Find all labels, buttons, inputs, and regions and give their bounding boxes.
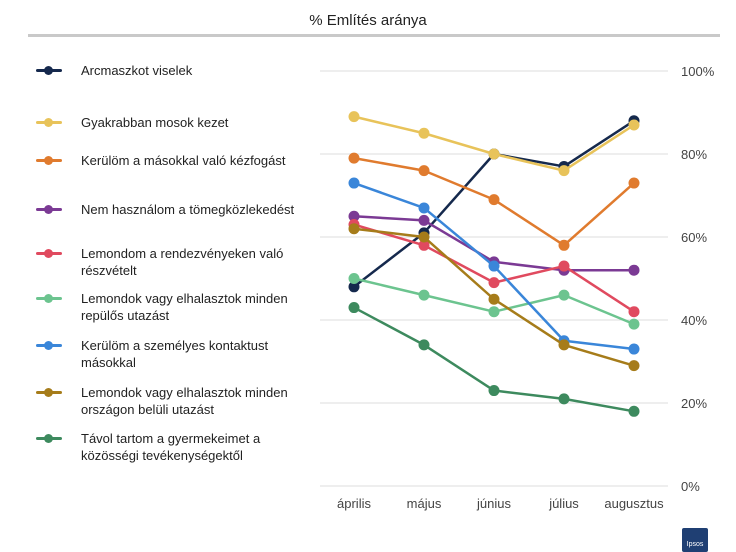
y-tick-label: 0% — [681, 479, 700, 494]
series-6 — [348, 273, 640, 330]
x-tick-label: május — [407, 496, 442, 511]
series-3 — [348, 152, 640, 251]
legend-swatch — [36, 66, 62, 75]
y-tick-label: 80% — [681, 147, 707, 162]
data-point — [488, 194, 500, 206]
data-point — [418, 239, 430, 251]
legend-dot — [44, 249, 53, 258]
data-point — [488, 148, 500, 160]
y-tick-label: 20% — [681, 396, 707, 411]
legend-label: Lemondok vagy elhalasztok minden országo… — [81, 385, 288, 417]
data-point — [348, 210, 360, 222]
legend-label: Arcmaszkot viselek — [81, 63, 193, 78]
legend-swatch — [36, 205, 62, 214]
legend-dot — [44, 118, 53, 127]
legend-dot — [44, 66, 53, 75]
legend-label: Lemondom a rendezvényeken való részvétel… — [81, 246, 284, 278]
data-point — [558, 289, 570, 301]
legend-swatch — [36, 156, 62, 165]
data-point — [558, 260, 570, 272]
data-point — [418, 339, 430, 351]
y-axis-ticks: 0% 20% 40% 60% 80% 100% — [681, 64, 715, 494]
legend-dot — [44, 434, 53, 443]
data-point — [348, 177, 360, 189]
data-point — [628, 318, 640, 330]
legend-dot — [44, 294, 53, 303]
y-tick-label: 100% — [681, 64, 715, 79]
series-2 — [348, 111, 640, 177]
y-tick-label: 60% — [681, 230, 707, 245]
data-point — [418, 165, 430, 177]
legend-label: Kerülöm a másokkal való kézfogást — [81, 153, 286, 168]
data-point — [628, 343, 640, 355]
data-point — [488, 293, 500, 305]
legend-swatch — [36, 341, 62, 350]
series-8 — [348, 223, 640, 372]
data-point — [488, 385, 500, 397]
legend-label: Kerülöm a személyes kontaktust másokkal — [81, 338, 269, 370]
data-point — [558, 165, 570, 177]
x-tick-label: június — [476, 496, 511, 511]
data-point — [628, 119, 640, 131]
data-point — [418, 127, 430, 139]
legend-swatch — [36, 434, 62, 443]
data-point — [628, 306, 640, 318]
y-tick-label: 40% — [681, 313, 707, 328]
data-point — [628, 360, 640, 372]
legend-label: Távol tartom a gyermekeimet a közösségi … — [81, 431, 261, 463]
legend-swatch — [36, 388, 62, 397]
x-tick-label: július — [548, 496, 579, 511]
data-point — [348, 281, 360, 293]
series-group — [348, 111, 640, 417]
legend-dot — [44, 156, 53, 165]
series-9 — [348, 302, 640, 417]
x-tick-label: április — [337, 496, 371, 511]
series-5 — [348, 219, 640, 318]
title-divider — [28, 34, 720, 37]
legend-label: Nem használom a tömegközlekedést — [81, 202, 295, 217]
legend-dot — [44, 388, 53, 397]
data-point — [558, 339, 570, 351]
data-point — [348, 223, 360, 235]
data-point — [558, 239, 570, 251]
ipsos-logo-icon: Ipsos — [682, 528, 708, 552]
data-point — [488, 277, 500, 289]
chart-title: % Említés aránya — [309, 12, 427, 29]
data-point — [348, 302, 360, 314]
legend-swatch — [36, 118, 62, 127]
data-point — [418, 202, 430, 214]
data-point — [418, 289, 430, 301]
legend-swatch — [36, 294, 62, 303]
x-tick-label: augusztus — [604, 496, 664, 511]
data-point — [348, 273, 360, 284]
data-point — [348, 111, 360, 123]
data-point — [488, 306, 500, 318]
data-point — [628, 264, 640, 276]
data-point — [348, 152, 360, 164]
x-axis-ticks: április május június július augusztus — [337, 496, 664, 511]
legend-dot — [44, 341, 53, 350]
data-point — [558, 393, 570, 405]
legend-dot — [44, 205, 53, 214]
data-point — [628, 405, 640, 417]
data-point — [418, 214, 430, 226]
legend-label: Gyakrabban mosok kezet — [81, 115, 229, 130]
series-line — [353, 115, 635, 172]
data-point — [418, 231, 430, 243]
series-7 — [348, 177, 640, 355]
data-point — [628, 177, 640, 189]
legend-label: Lemondok vagy elhalasztok minden repülős… — [81, 291, 288, 323]
legend-swatch — [36, 249, 62, 258]
data-point — [488, 260, 500, 272]
